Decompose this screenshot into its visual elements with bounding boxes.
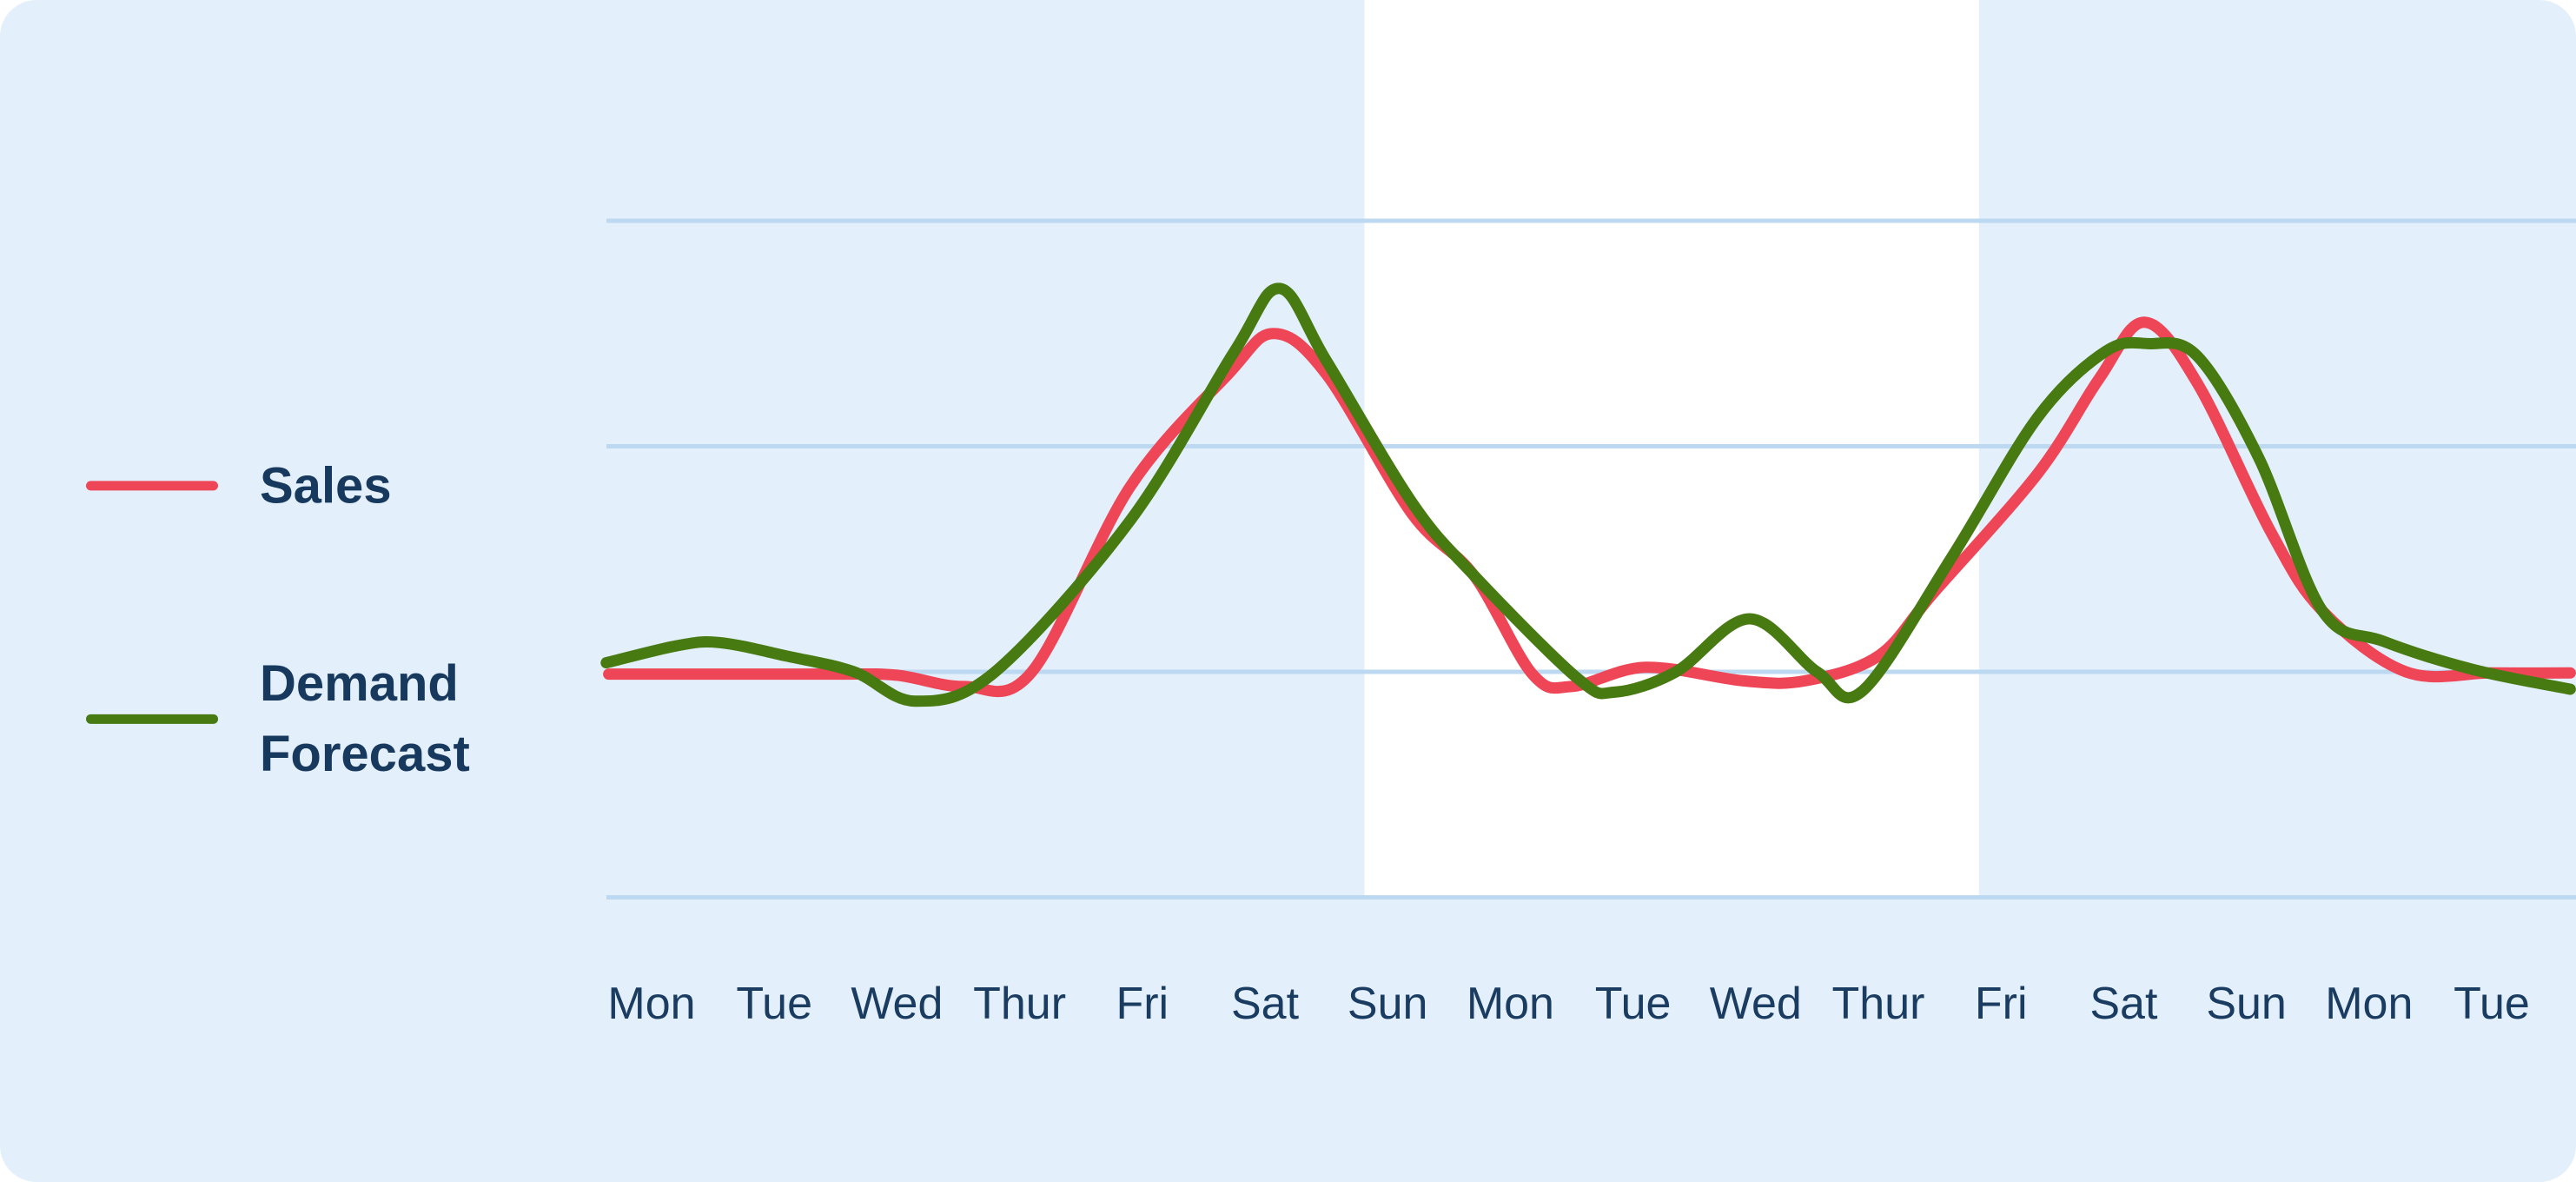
x-axis-label-sat-12: Sat [2089,979,2158,1029]
x-axis-label-mon-7: Mon [1467,979,1554,1029]
highlight-band-layer [1364,0,1979,898]
x-axis-label-wed-9: Wed [1710,979,1802,1029]
series-layer [600,282,2576,707]
x-axis-label-thur-10: Thur [1832,979,1925,1029]
x-axis-label-tue-8: Tue [1595,979,1672,1029]
x-axis-label-sun-6: Sun [1348,979,1428,1029]
x-axis-label-fri-11: Fri [1975,979,2028,1029]
highlight-band [1364,0,1979,898]
x-axis-label-mon-0: Mon [607,979,695,1029]
x-axis-label-sun-13: Sun [2206,979,2287,1029]
x-axis-label-sat-5: Sat [1231,979,1300,1029]
gridline-layer [606,218,2576,900]
x-axis-label-tue-1: Tue [736,979,812,1029]
x-axis-label-wed-2: Wed [851,979,943,1029]
x-axis-label-mon-14: Mon [2325,979,2413,1029]
x-axis-label-layer: Mon Tue Wed Thur Fri Sat Sun Mon Tue Wed Thur Fri Sa… [607,979,2529,1029]
x-axis-label-tue-15: Tue [2453,979,2530,1029]
demand-forecast-line [600,282,2576,707]
x-axis-label-fri-4: Fri [1116,979,1169,1029]
x-axis-label-thur-3: Thur [973,979,1066,1029]
